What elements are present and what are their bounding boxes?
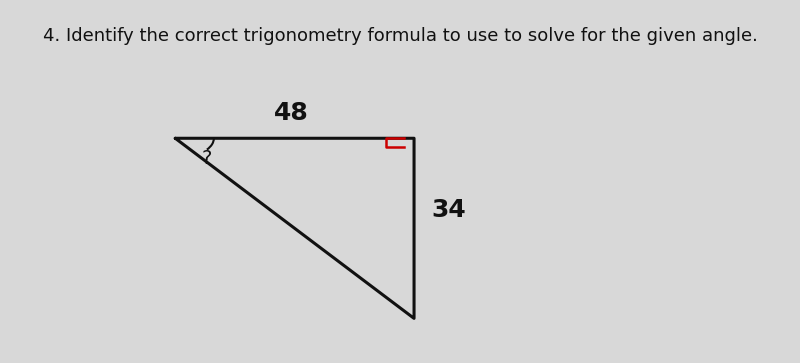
Text: 48: 48 — [274, 101, 309, 125]
Text: 4. Identify the correct trigonometry formula to use to solve for the given angle: 4. Identify the correct trigonometry for… — [42, 26, 758, 45]
Text: ?: ? — [202, 148, 212, 168]
Text: 34: 34 — [432, 198, 466, 222]
